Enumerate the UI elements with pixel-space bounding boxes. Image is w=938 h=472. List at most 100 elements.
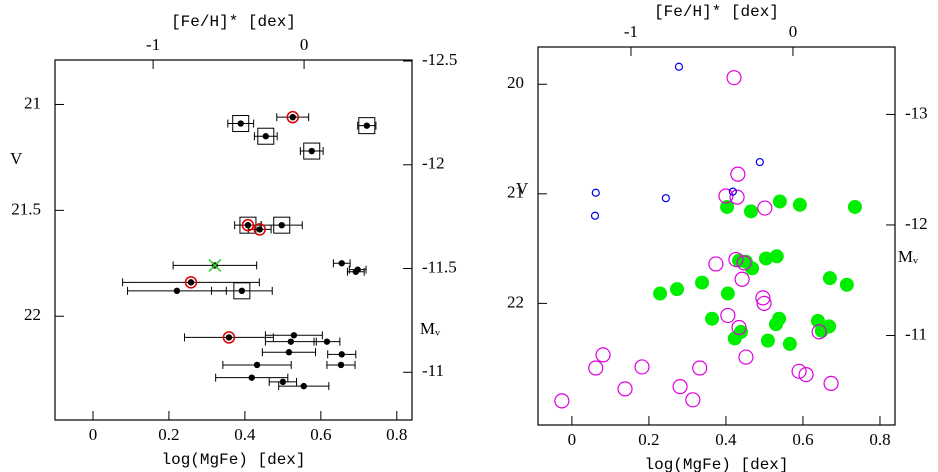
data-point [720,286,735,301]
data-point [300,382,307,390]
data-point [839,277,854,292]
box-marker [233,282,251,300]
ring-marker [222,331,236,344]
plot-frame [537,46,896,426]
x2-axis-label: [Fe/H]* [dex] [654,3,779,21]
data-point [661,194,670,203]
data-point [337,361,345,369]
x-tick-label: 0.4 [715,430,737,449]
y2-tick-label: -12 [422,154,445,173]
data-point [720,199,735,214]
x2-axis-label: [Fe/H]* [dex] [171,13,296,31]
data-point [588,360,604,376]
data-point [769,249,784,264]
x-axis-label: log(MgFe) [dex] [644,456,788,472]
data-point [653,286,668,301]
x-axis-label: log(MgFe) [dex] [161,451,305,469]
plot-frame [54,59,413,421]
data-point [730,166,746,182]
data-point [798,367,814,383]
y-tick-label: 21 [24,93,41,112]
y2-tick-label: -11 [905,324,927,343]
data-point [769,317,783,332]
data-point [238,287,246,295]
y2-tick-label: -11 [422,361,444,380]
y-axis-label: V [516,179,529,198]
x2-tick-label: -1 [146,35,160,54]
data-point [308,147,315,155]
data-point [674,62,684,71]
data-point [338,260,345,267]
x-tick-label: 0 [89,425,98,444]
box-marker [232,115,250,133]
cross-marker [208,258,222,272]
data-point [287,338,295,345]
ring-marker [286,110,299,124]
box-marker [257,127,275,145]
x-tick-label: 0.6 [792,430,813,449]
data-point [244,221,252,229]
y2-tick-label: -11.5 [422,257,457,276]
y2-axis-label: Mᵥ [420,319,441,338]
data-point [823,375,839,391]
data-point [728,251,744,268]
x-tick-label: 0.6 [310,425,331,444]
data-point [705,311,720,326]
box-marker [358,117,376,135]
data-point [262,133,269,140]
data-point [792,197,807,212]
data-point [758,251,773,266]
data-point [726,70,742,86]
x-tick-label: 0.2 [158,425,179,444]
data-point [755,157,764,167]
data-point [338,351,345,358]
data-point [791,363,807,379]
x2-tick-label: -1 [624,22,638,41]
data-point [256,226,263,233]
data-point [591,188,600,197]
data-point [248,374,255,381]
data-point [670,282,685,297]
data-point [352,268,359,275]
y-tick-label: 21 [507,183,524,202]
data-point [595,347,611,363]
y2-tick-label: -12 [905,214,928,233]
data-point [672,379,688,395]
data-point [253,361,261,369]
data-point [782,336,797,351]
data-point [772,194,787,209]
x-tick-label: 0.8 [869,430,890,449]
data-point [729,189,745,205]
data-point [731,319,747,336]
ring-marker [184,276,198,289]
data-point [695,275,710,290]
data-point [756,295,772,311]
data-point [692,360,708,376]
data-point [708,256,724,272]
data-point [743,204,758,219]
data-point [757,200,773,216]
data-point [634,359,650,375]
data-point [685,392,701,408]
data-point [225,334,233,341]
data-point [173,287,181,295]
box-marker [303,142,321,160]
data-point [285,349,293,356]
data-point [323,338,331,345]
x2-tick-label: 0 [300,35,309,54]
x-tick-label: 0.2 [638,430,659,449]
box-marker [273,216,291,234]
data-point [736,255,752,271]
data-point [728,187,737,196]
ring-marker [241,218,255,232]
x-tick-label: 0 [568,430,577,449]
data-point [811,324,827,340]
data-point [760,333,775,348]
y-tick-label: 22 [24,305,41,324]
y-tick-label: 21.5 [11,199,41,218]
x-tick-label: 0.4 [234,425,256,444]
data-point [720,307,736,324]
data-point [290,332,298,339]
data-point [822,271,837,286]
